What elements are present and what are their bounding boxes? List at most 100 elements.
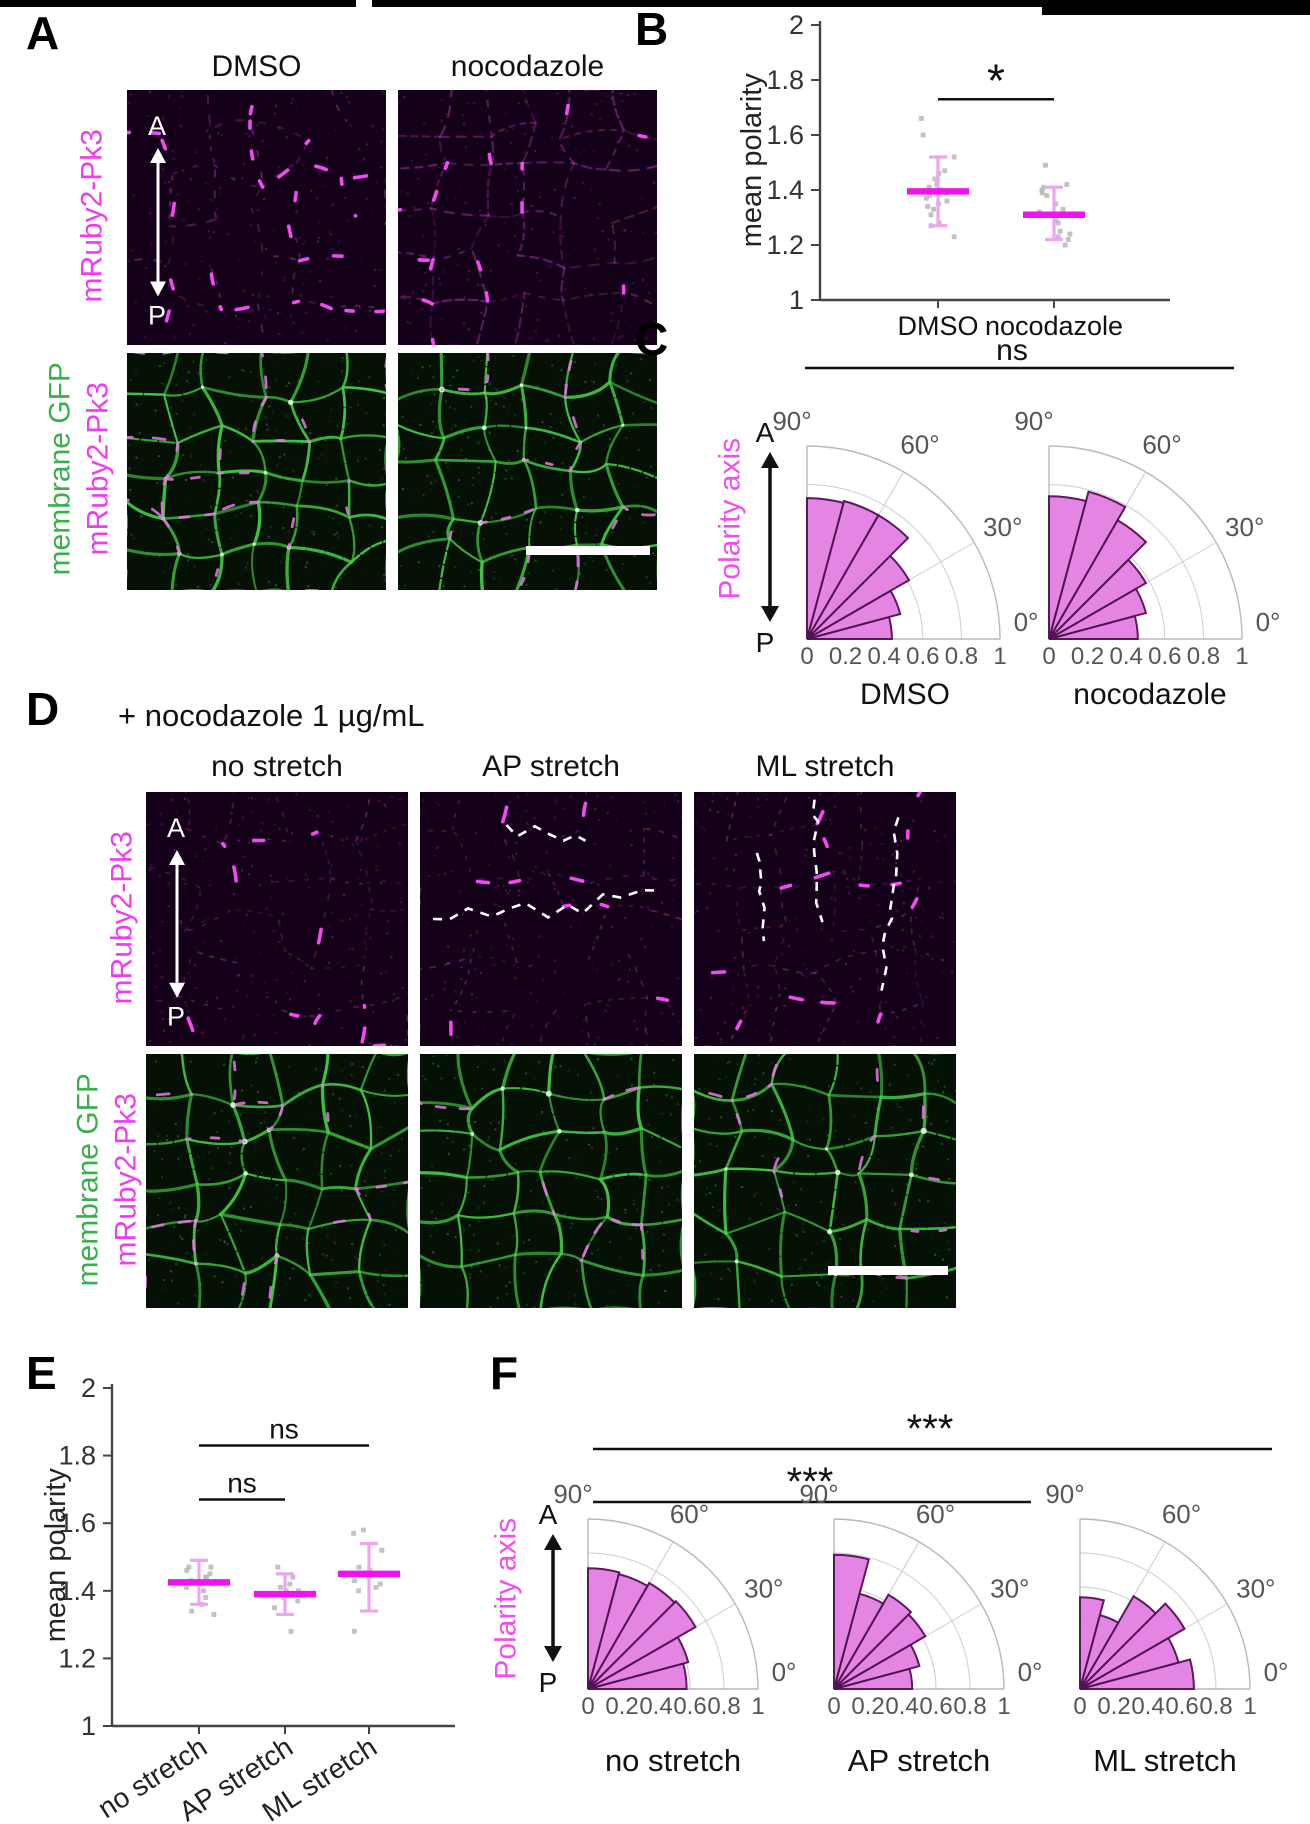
radial-tick-label: 0.4 [885,1693,918,1720]
noise-speckle [409,322,412,325]
noise-speckle [454,892,456,894]
cell-border [417,1049,458,1051]
noise-speckle [388,1303,391,1306]
noise-speckle [299,294,302,297]
noise-speckle [805,967,808,970]
b-ylabel: mean polarity [735,73,768,248]
radial-tick-label: 0.2 [1097,1693,1130,1720]
noise-speckle [340,1070,343,1073]
noise-speckle [241,869,244,872]
noise-speckle [175,412,178,415]
noise-speckle [439,354,442,357]
noise-speckle [190,992,193,995]
noise-speckle [580,1040,583,1043]
cell-border [642,827,682,842]
noise-speckle [627,94,629,97]
noise-speckle [567,1157,570,1159]
noise-speckle [529,337,532,340]
noise-speckle [661,1039,664,1042]
noise-speckle [699,1160,702,1163]
noise-speckle [166,439,169,442]
noise-speckle [332,1182,334,1184]
noise-speckle [525,1072,527,1075]
noise-speckle [240,302,243,305]
noise-speckle [251,399,254,402]
noise-speckle [484,1089,487,1092]
noise-speckle [833,1293,836,1296]
noise-speckle [347,571,349,573]
noise-speckle [348,1297,351,1300]
axis-arrow-head-down [544,1646,562,1662]
polar-grid-arc [1048,484,1204,640]
noise-speckle [900,874,903,877]
noise-speckle [433,393,436,396]
noise-speckle [330,233,333,236]
cell-border [439,593,483,595]
noise-speckle [524,132,526,135]
cell-border [256,471,268,504]
noise-speckle [802,1230,805,1233]
noise-speckle [555,176,558,179]
cell-border [398,251,435,262]
noise-speckle [191,1255,194,1258]
noise-speckle [531,1156,533,1158]
rose-bin [806,497,845,640]
noise-speckle [569,809,572,812]
noise-speckle [930,1122,933,1125]
noise-speckle [462,581,464,583]
cell-border [265,876,332,883]
noise-speckle [408,214,411,217]
noise-speckle [396,828,399,831]
noise-speckle [380,140,383,143]
noise-speckle [256,1173,258,1175]
noise-speckle [360,259,363,262]
noise-speckle [635,420,638,423]
noise-speckle [466,101,469,104]
noise-speckle [477,531,480,534]
cell-border [521,121,537,165]
noise-speckle [360,903,363,906]
noise-speckle [658,1160,661,1163]
noise-speckle [489,946,492,949]
noise-speckle [497,1121,500,1124]
noise-speckle [184,1256,187,1259]
noise-speckle [545,340,548,343]
noise-speckle [394,908,397,911]
noise-speckle [711,800,714,803]
noise-speckle [335,504,338,507]
noise-speckle [904,980,907,983]
noise-speckle [505,130,508,133]
noise-speckle [522,547,525,550]
cell-border [639,1223,645,1277]
a-col-header-nocodazole: nocodazole [450,50,605,83]
noise-speckle [381,477,384,480]
noise-speckle [174,584,177,587]
noise-speckle [280,900,282,902]
micrograph-background [146,792,408,1046]
noise-speckle [842,1223,845,1226]
cell-border [691,789,693,823]
noise-speckle [915,1174,918,1177]
noise-speckle [638,1176,641,1179]
noise-speckle [431,1165,434,1168]
noise-speckle [275,945,278,948]
noise-speckle [849,856,852,859]
cell-border [747,1049,789,1051]
noise-speckle [209,236,211,239]
noise-speckle [876,1107,879,1110]
noise-speckle [522,151,525,154]
cell-border [517,955,540,969]
noise-speckle [542,1130,545,1133]
noise-speckle [639,866,641,868]
noise-speckle [376,1145,378,1147]
noise-speckle [955,973,956,975]
noise-speckle [351,1063,354,1065]
noise-speckle [208,836,210,838]
noise-speckle [380,140,383,143]
noise-speckle [936,794,939,797]
noise-speckle [477,1009,480,1012]
noise-speckle [752,1108,755,1111]
noise-speckle [183,1216,186,1219]
noise-speckle [524,91,527,94]
noise-speckle [806,1138,809,1141]
